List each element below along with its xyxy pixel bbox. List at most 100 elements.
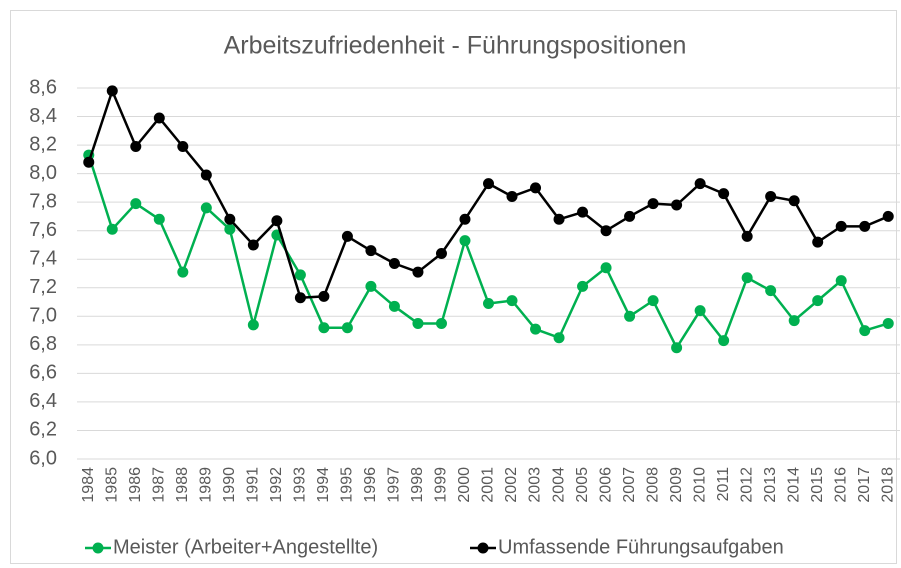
data-point (530, 323, 542, 335)
data-point (812, 236, 824, 248)
y-tick-label: 6,8 (29, 333, 57, 355)
x-tick-label: 2003 (527, 467, 544, 503)
data-point (459, 213, 471, 225)
y-tick-label: 8,0 (29, 162, 57, 184)
data-point (247, 239, 259, 251)
legend-marker (477, 542, 489, 554)
data-point (318, 290, 330, 302)
data-point (694, 305, 706, 317)
legend-label: Umfassende Führungsaufgaben (498, 536, 784, 558)
data-point (553, 213, 565, 225)
x-tick-label: 1994 (315, 467, 332, 503)
data-point (224, 223, 236, 235)
data-point (859, 220, 871, 232)
data-point (435, 248, 447, 260)
data-point (83, 156, 95, 168)
x-tick-label: 1984 (80, 467, 97, 503)
x-tick-label: 2002 (503, 467, 520, 503)
x-tick-label: 1988 (174, 467, 191, 503)
y-tick-label: 7,2 (29, 276, 57, 298)
data-point (412, 317, 424, 329)
chart-title: Arbeitszufriedenheit - Führungspositione… (224, 32, 687, 60)
x-tick-label: 2018 (879, 467, 896, 503)
data-point (318, 322, 330, 334)
data-point (624, 210, 636, 222)
data-point (271, 215, 283, 227)
data-point (600, 262, 612, 274)
legend-label: Meister (Arbeiter+Angestellte) (113, 536, 378, 558)
x-tick-label: 1989 (198, 467, 215, 503)
x-tick-label: 1987 (151, 467, 168, 503)
x-tick-label: 2013 (762, 467, 779, 503)
y-tick-label: 6,6 (29, 362, 57, 384)
y-tick-label: 7,8 (29, 190, 57, 212)
data-point (859, 325, 871, 337)
x-tick-label: 2015 (809, 467, 826, 503)
data-point (788, 195, 800, 207)
data-point (388, 300, 400, 312)
x-tick-label: 1999 (433, 467, 450, 503)
x-tick-label: 2004 (550, 467, 567, 503)
data-point (435, 317, 447, 329)
x-tick-label: 2017 (856, 467, 873, 503)
data-point (671, 342, 683, 354)
data-point (741, 272, 753, 284)
y-tick-label: 6,2 (29, 419, 57, 441)
x-tick-label: 2000 (456, 467, 473, 503)
x-tick-label: 2009 (668, 467, 685, 503)
data-point (506, 295, 518, 307)
data-point (718, 335, 730, 347)
data-point (483, 178, 494, 190)
y-tick-label: 7,4 (29, 248, 57, 270)
data-point (624, 310, 636, 322)
data-point (647, 295, 659, 307)
x-tick-label: 2014 (785, 467, 802, 503)
data-point (483, 297, 494, 309)
data-point (882, 210, 894, 222)
x-tick-label: 1997 (386, 467, 403, 503)
x-tick-label: 2016 (832, 467, 849, 503)
y-tick-label: 6,4 (29, 390, 57, 412)
y-tick-label: 8,2 (29, 133, 57, 155)
data-point (741, 230, 753, 242)
x-tick-label: 2006 (597, 467, 614, 503)
y-tick-label: 8,4 (29, 105, 57, 127)
x-tick-label: 1996 (362, 467, 379, 503)
data-point (553, 332, 565, 344)
data-point (530, 182, 542, 194)
legend-marker (92, 542, 104, 554)
x-tick-label: 2008 (644, 467, 661, 503)
data-point (130, 141, 142, 153)
data-point (765, 190, 777, 202)
x-tick-label: 2001 (480, 467, 497, 503)
x-tick-label: 1990 (221, 467, 238, 503)
data-point (247, 319, 259, 331)
data-point (341, 230, 353, 242)
data-point (882, 317, 894, 329)
data-point (765, 285, 777, 297)
data-point (365, 280, 377, 292)
data-point (459, 235, 471, 247)
data-point (153, 112, 165, 124)
x-tick-label: 2012 (738, 467, 755, 503)
x-tick-label: 1993 (292, 467, 309, 503)
x-tick-label: 1985 (103, 467, 120, 503)
y-tick-label: 6,0 (29, 447, 57, 469)
x-tick-label: 1991 (245, 467, 262, 503)
y-tick-label: 7,6 (29, 219, 57, 241)
data-point (812, 295, 824, 307)
x-tick-label: 2007 (621, 467, 638, 503)
data-point (671, 199, 683, 211)
x-tick-label: 1992 (268, 467, 285, 503)
data-point (106, 85, 118, 97)
data-point (130, 198, 142, 210)
data-point (788, 315, 800, 327)
x-tick-label: 1986 (127, 467, 144, 503)
data-point (341, 322, 353, 334)
data-point (577, 280, 589, 292)
data-point (577, 206, 589, 218)
data-point (600, 225, 612, 237)
data-point (506, 190, 518, 202)
data-point (835, 220, 847, 232)
data-point (412, 266, 424, 278)
